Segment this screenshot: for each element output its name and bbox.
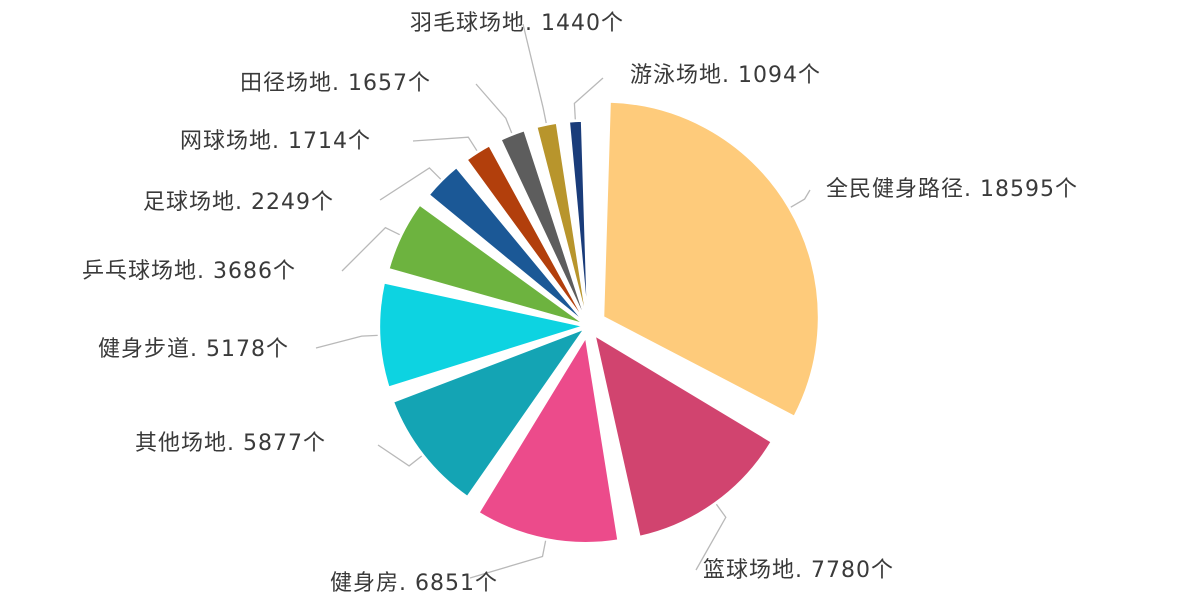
leader-line-zuqiu-changdi [379,167,442,201]
leader-line-jianshen-budao [315,334,378,349]
leader-line-youyong-changdi [573,77,604,120]
leader-line-pingpangqiu-changdi [341,226,400,272]
leader-line-lanqiu-changdi [695,503,727,571]
leader-line-tianjing-changdi [475,83,513,134]
label-wangqiu-changdi: 网球场地. 1714个 [180,129,371,154]
slices-layer [378,101,820,544]
slice-lanqiu-changdi [593,334,773,538]
labels-layer: 全民健身路径. 18595个 篮球场地. 7780个 健身房. 6851个 其他… [82,11,1078,596]
label-quanmin-jianshen-lujing: 全民健身路径. 18595个 [826,177,1078,202]
label-zuqiu-changdi: 足球场地. 2249个 [143,190,334,215]
slice-pingpangqiu-changdi [387,204,584,325]
leaders-layer [315,23,811,579]
label-jianshenfang: 健身房. 6851个 [330,571,498,596]
slice-yumaoqiu-changdi [535,122,588,322]
label-pingpangqiu-changdi: 乒乓球场地. 3686个 [82,259,296,284]
slice-jianshen-budao [378,282,586,389]
slice-tianjing-changdi [500,129,587,322]
label-lanqiu-changdi: 篮球场地. 7780个 [703,558,894,583]
slice-youyong-changdi [568,120,589,322]
label-qita-changdi: 其他场地. 5877个 [135,431,326,456]
leader-line-qita-changdi [377,444,423,467]
label-yumaoqiu-changdi: 羽毛球场地. 1440个 [410,11,624,36]
leader-line-jianshenfang [469,540,547,579]
slice-jianshenfang [477,335,619,544]
slice-zuqiu-changdi [428,166,586,324]
leader-line-yumaoqiu-changdi [522,23,547,124]
label-youyong-changdi: 游泳场地. 1094个 [630,63,821,88]
label-jianshen-budao: 健身步道. 5178个 [98,337,289,362]
label-tianjing-changdi: 田径场地. 1657个 [240,71,431,96]
slice-wangqiu-changdi [466,144,586,323]
leader-line-wangqiu-changdi [412,136,478,152]
leader-line-quanmin-jianshen-lujing [790,189,811,208]
slice-quanmin-jianshen-lujing [602,101,820,418]
slice-qita-changdi [392,327,587,498]
